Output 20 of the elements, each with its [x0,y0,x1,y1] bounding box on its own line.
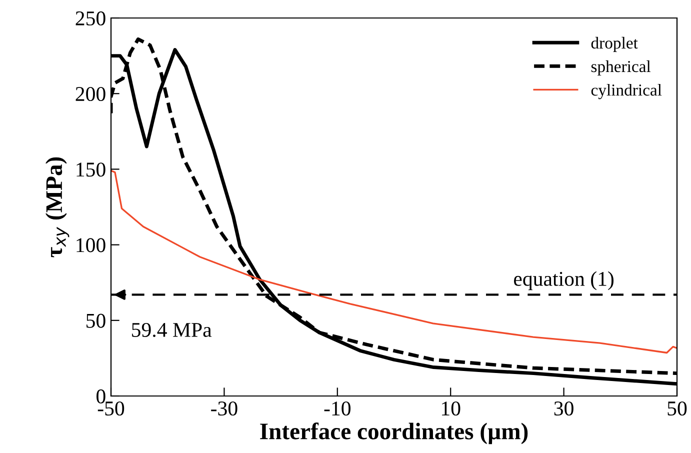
y-tick-label: 150 [76,162,106,177]
x-tick-label: -10 [324,401,350,416]
y-tick-label: 50 [86,314,106,328]
x-tick-label: -50 [98,401,124,416]
legend-label: droplet [591,36,638,52]
annotation: equation (1) [514,271,614,290]
y-tick-label: 100 [76,238,106,252]
legend-label: spherical [591,60,651,76]
y-axis-title: τ$_{xy}$ (MPa) [45,157,70,258]
x-axis-title: Interface coordinates (µm) [260,422,528,444]
x-tick-label: 50 [668,401,687,416]
x-tick-label: -30 [211,401,238,416]
x-tick-label: 10 [442,401,460,416]
annotation: 59.4 MPa [132,322,212,338]
legend-label: cylindrical [591,84,662,100]
x-tick-label: 30 [554,401,574,416]
line-series [111,170,677,354]
y-tick-label: 0 [96,389,106,404]
y-tick-label: 200 [76,86,106,102]
y-tick-label: 250 [76,11,106,26]
